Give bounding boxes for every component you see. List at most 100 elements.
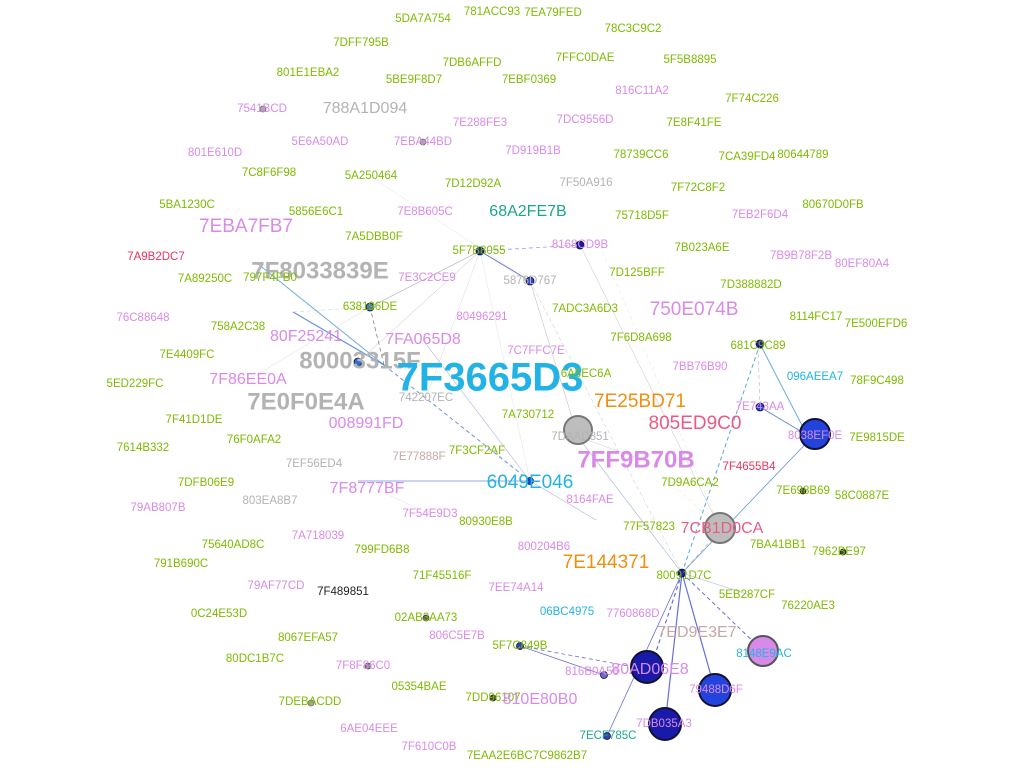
node-label[interactable]: 06BC4975 <box>540 606 594 618</box>
node-label[interactable]: 8148E9AC <box>736 648 792 660</box>
node-label[interactable]: 80003315F <box>299 347 420 374</box>
node-label[interactable]: 7D919B1B <box>505 145 561 157</box>
node-label[interactable]: 7DFB06E9 <box>178 477 234 489</box>
node-label[interactable]: 7E0F0E4A <box>247 388 364 415</box>
node-label[interactable]: 7E500EFD6 <box>845 318 908 330</box>
node-label[interactable]: 79AB807B <box>131 502 186 514</box>
node-label[interactable]: 791B690C <box>154 558 208 570</box>
node-label[interactable]: 788A1D094 <box>323 100 408 117</box>
node-label[interactable]: 7A5DBB0F <box>345 231 403 243</box>
node-label[interactable]: 7ADC3A6D3 <box>552 303 618 315</box>
node-label[interactable]: 6AE04EEE <box>340 723 398 735</box>
node-label[interactable]: 7BB76B90 <box>673 361 728 373</box>
node-label[interactable]: 7EBF0369 <box>502 74 556 86</box>
node-label[interactable]: 816C11A2 <box>615 85 669 97</box>
node-label[interactable]: 7D12D92A <box>445 178 502 190</box>
node-label[interactable]: 79AF77CD <box>248 580 305 592</box>
node-label[interactable]: 02AB3AA73 <box>395 612 458 624</box>
node-label[interactable]: 7FFC0DAE <box>556 52 615 64</box>
node-label[interactable]: 78739CC6 <box>614 149 669 161</box>
node-label[interactable]: 638196DE <box>343 301 398 313</box>
node-label[interactable]: 803EA8B7 <box>243 495 298 507</box>
node-label[interactable]: 7DEBACDD <box>279 696 342 708</box>
node-label[interactable]: 799FD6B8 <box>355 544 410 556</box>
node-label[interactable]: 7DFF795B <box>333 37 389 49</box>
node-label[interactable]: 7DD96107 <box>466 692 521 704</box>
node-label[interactable]: 7962BE97 <box>812 546 866 558</box>
node-label[interactable]: 7E9815DE <box>849 432 905 444</box>
node-label[interactable]: 096AEEA7 <box>787 371 843 383</box>
node-label[interactable]: 7D388882D <box>720 279 781 291</box>
node-label[interactable]: 7F3665D3 <box>397 356 584 400</box>
node-label[interactable]: 80F25241 <box>270 328 342 345</box>
node-label[interactable]: 7EAA2E6BC7C9862B7 <box>467 750 587 762</box>
node-label[interactable]: 7F86EE0A <box>209 371 287 388</box>
node-label[interactable]: 80DC1B7C <box>226 653 284 665</box>
node-label[interactable]: 7DB6AFFD <box>443 57 502 69</box>
node-label[interactable]: 5ED229FC <box>107 378 164 390</box>
node-label[interactable]: 5DA7A754 <box>395 13 451 25</box>
node-label[interactable]: 781ACC93 <box>464 6 520 18</box>
node-label[interactable]: 7E3C2CE9 <box>398 272 456 284</box>
node-label[interactable]: 80930E8B <box>459 516 513 528</box>
node-label[interactable]: 7E4409FC <box>160 349 215 361</box>
node-label[interactable]: 8164FAE <box>566 494 614 506</box>
node-label[interactable]: 7E8B605C <box>397 206 453 218</box>
node-label[interactable]: 7614B332 <box>117 442 169 454</box>
node-label[interactable]: 7DC9556D <box>557 114 614 126</box>
node-label[interactable]: 5876D767 <box>503 275 556 287</box>
node-label[interactable]: 7EA79FED <box>524 7 582 19</box>
node-label[interactable]: 7F8033839E <box>251 257 388 284</box>
node-label[interactable]: 7E8F41FE <box>667 117 722 129</box>
node-label[interactable]: 7F489851 <box>317 586 369 598</box>
node-label[interactable]: 5F7B8055 <box>452 245 505 257</box>
node-label[interactable]: 7A730712 <box>502 409 554 421</box>
node-label[interactable]: 7B9B78F2B <box>770 250 832 262</box>
node-label[interactable]: 68A2FE7B <box>489 203 566 220</box>
node-label[interactable]: 5E6A50AD <box>292 136 349 148</box>
node-label[interactable]: 801E610D <box>188 147 242 159</box>
node-label[interactable]: 7EBA44BD <box>394 136 452 148</box>
node-label[interactable]: 7E698B69 <box>776 485 830 497</box>
node-label[interactable]: 7C7FFC7E <box>507 345 565 357</box>
node-label[interactable]: 7ECF785C <box>580 730 637 742</box>
node-label[interactable]: 7F50A916 <box>559 177 612 189</box>
node-label[interactable]: 80AD06E8 <box>611 661 688 678</box>
node-label[interactable]: 7B023A6E <box>675 242 730 254</box>
node-label[interactable]: 681C9C89 <box>731 340 786 352</box>
node-label[interactable]: 5F7C849B <box>493 640 548 652</box>
node-label[interactable]: 5F5B8895 <box>663 54 716 66</box>
node-label[interactable]: 7EBA7FB7 <box>199 216 293 237</box>
node-label[interactable]: 008991FD <box>329 415 404 432</box>
node-label[interactable]: 7F610C0B <box>402 741 457 753</box>
node-label[interactable]: 7D125BFF <box>609 267 665 279</box>
node-label[interactable]: 7A9B2DC7 <box>127 251 185 263</box>
node-label[interactable]: 6049E046 <box>487 472 574 493</box>
node-label[interactable]: 7E25BD71 <box>594 391 686 412</box>
node-label[interactable]: 5856E6C1 <box>289 206 343 218</box>
node-label[interactable]: 810E80B0 <box>503 691 578 708</box>
node-label[interactable]: 7541BCD <box>237 103 287 115</box>
node-label[interactable]: 797F4FB0 <box>243 272 297 284</box>
node-label[interactable]: 805ED9C0 <box>649 413 742 434</box>
node-label[interactable]: 7EF56ED4 <box>286 458 343 470</box>
node-label[interactable]: 800204B6 <box>518 541 570 553</box>
node-label[interactable]: 8038EF0E <box>788 430 843 442</box>
node-label[interactable]: 58C0887E <box>835 490 890 502</box>
node-label[interactable]: 7F72C8F2 <box>671 182 725 194</box>
node-label[interactable]: 75640AD8C <box>202 539 265 551</box>
node-label[interactable]: 8067EFA57 <box>278 632 338 644</box>
node-label[interactable]: 7ED9E3E7 <box>657 624 736 641</box>
node-label[interactable]: 7E144371 <box>563 552 650 573</box>
node-label[interactable]: 80091D7C <box>657 570 712 582</box>
node-label[interactable]: 5BA1230C <box>159 199 215 211</box>
node-label[interactable]: 8114FC17 <box>790 311 843 323</box>
node-label[interactable]: 5A250464 <box>345 170 398 182</box>
node-label[interactable]: 7EE74A14 <box>489 582 545 594</box>
node-label[interactable]: 5EB287CF <box>719 589 775 601</box>
node-label[interactable]: 7C8F6F98 <box>242 167 296 179</box>
node-label[interactable]: 7F74C226 <box>725 93 779 105</box>
node-label[interactable]: 806C5E7B <box>429 630 485 642</box>
node-label[interactable]: 80EF80A4 <box>835 258 890 270</box>
node-label[interactable]: 8168CD9B <box>552 239 609 251</box>
